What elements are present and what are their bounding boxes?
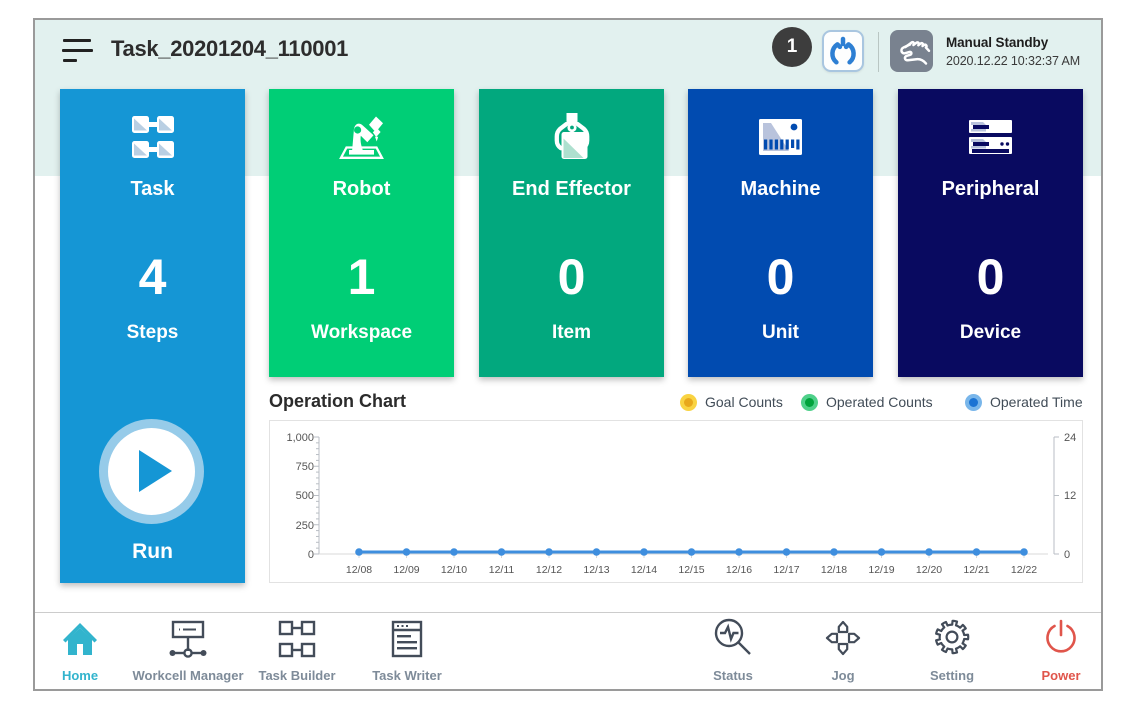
svg-text:500: 500 [296,490,314,502]
svg-text:12/09: 12/09 [393,564,419,576]
svg-text:12/17: 12/17 [773,564,799,576]
svg-text:750: 750 [296,461,314,473]
svg-text:12/12: 12/12 [536,564,562,576]
svg-text:0: 0 [1064,549,1070,561]
svg-text:12/16: 12/16 [726,564,752,576]
svg-text:12/10: 12/10 [441,564,467,576]
svg-text:12/22: 12/22 [1011,564,1037,576]
svg-text:24: 24 [1064,432,1076,444]
svg-text:250: 250 [296,520,314,532]
svg-text:12/20: 12/20 [916,564,942,576]
svg-text:12/21: 12/21 [963,564,989,576]
svg-text:12/13: 12/13 [583,564,609,576]
svg-text:12/15: 12/15 [678,564,704,576]
svg-text:12/11: 12/11 [489,564,515,576]
svg-text:12/18: 12/18 [821,564,847,576]
svg-text:0: 0 [308,549,314,561]
svg-text:12/14: 12/14 [631,564,657,576]
svg-text:1,000: 1,000 [286,432,314,444]
svg-text:12/08: 12/08 [346,564,372,576]
svg-text:12: 12 [1064,490,1076,502]
svg-text:12/19: 12/19 [868,564,894,576]
